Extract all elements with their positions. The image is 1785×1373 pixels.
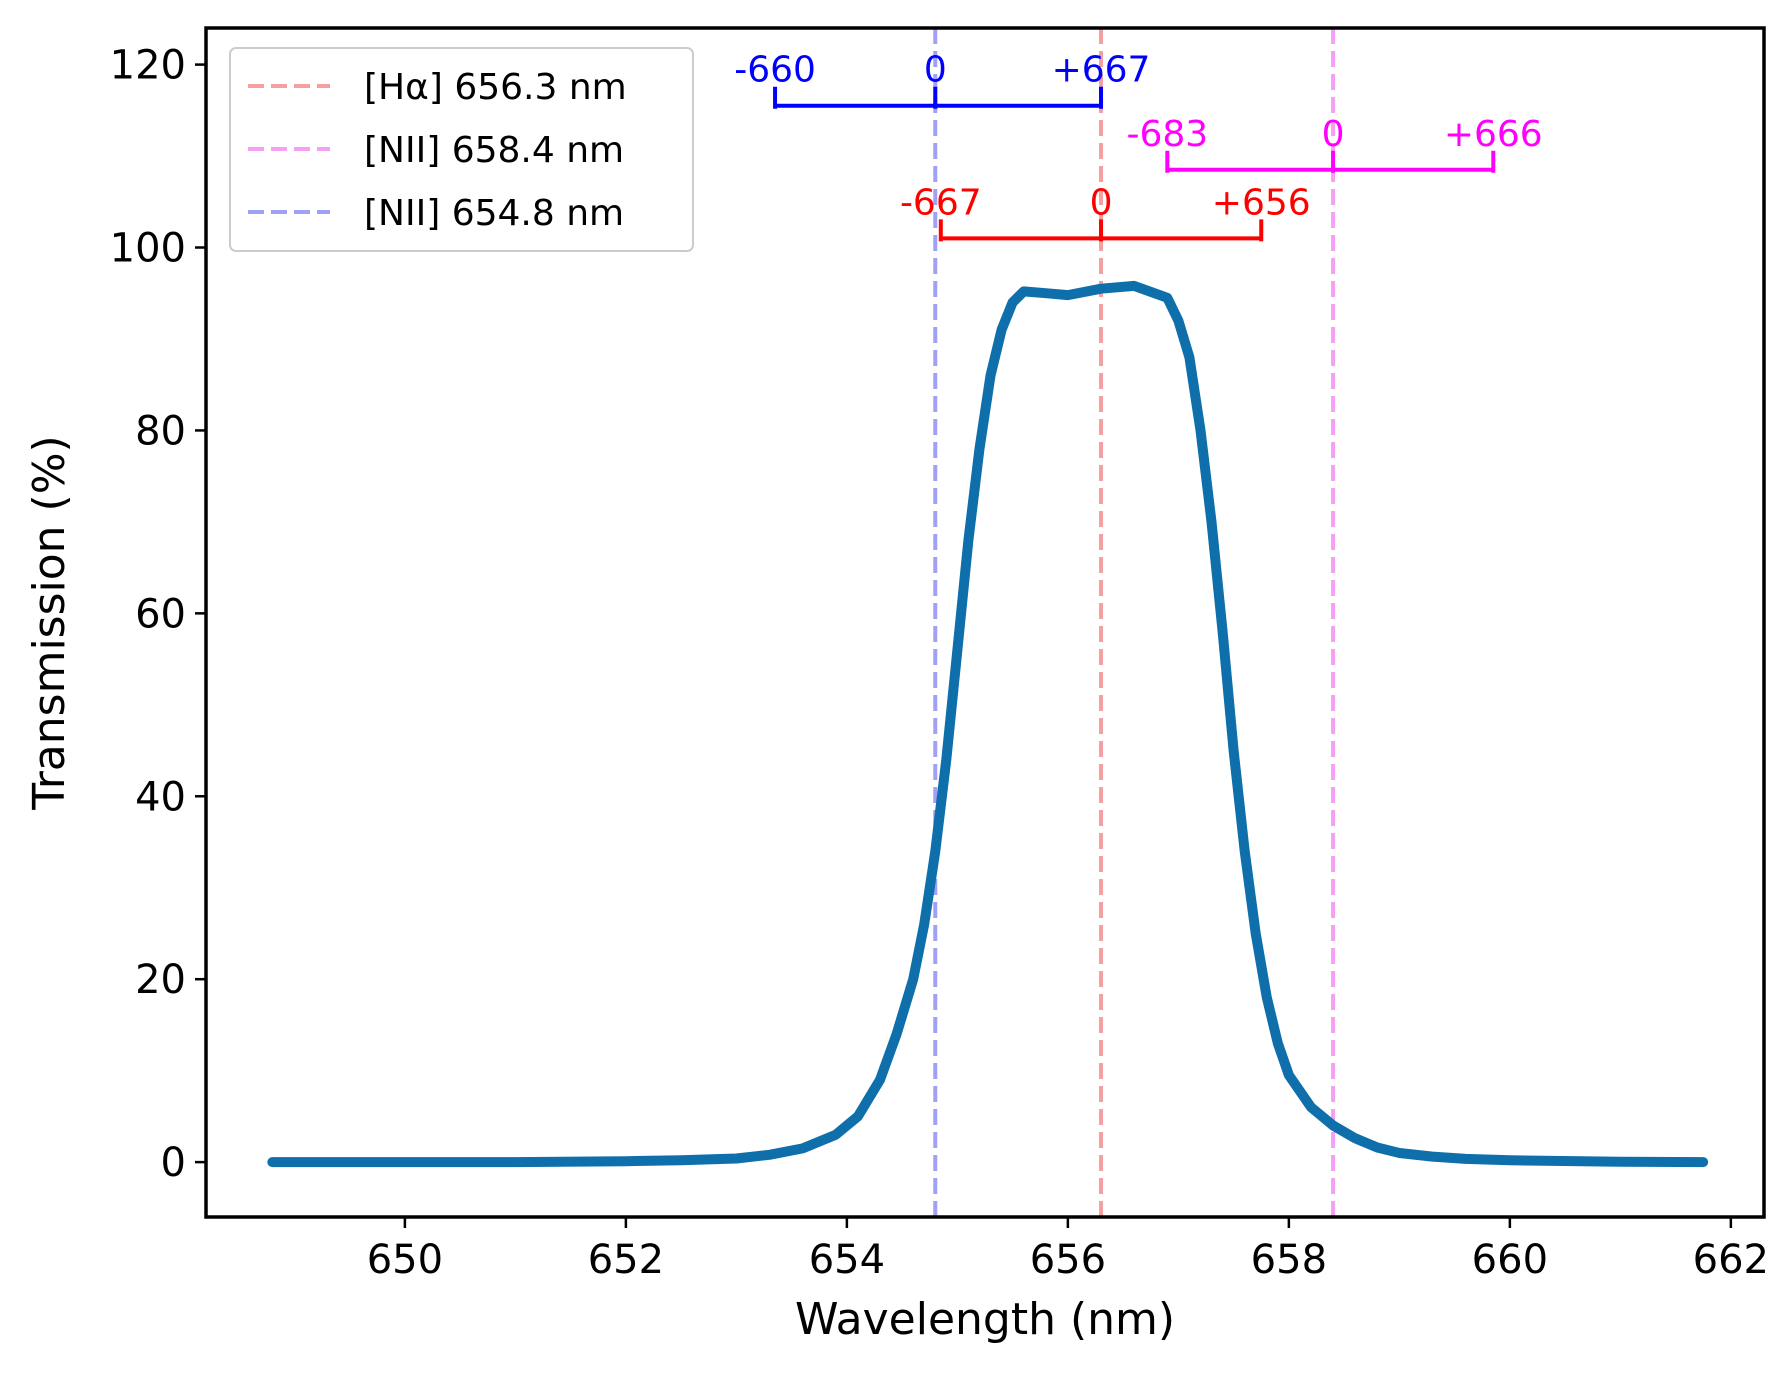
bracket-label: +666 xyxy=(1444,114,1543,155)
x-tick-label: 662 xyxy=(1693,1237,1769,1283)
velocity-brackets: -660 0 +667 -683 0 +666 -667 0 +656 xyxy=(734,50,1543,242)
x-axis-title: Wavelength (nm) xyxy=(795,1294,1175,1345)
y-tick-label: 120 xyxy=(110,43,186,89)
bracket-label: -683 xyxy=(1126,114,1208,155)
bracket-label: -660 xyxy=(734,50,816,91)
bracket-label: 0 xyxy=(1322,114,1345,155)
legend-label: [Hα] 656.3 nm xyxy=(364,67,627,108)
legend-label: [NII] 654.8 nm xyxy=(364,193,624,234)
y-tick-label: 40 xyxy=(135,774,186,820)
plot-frame xyxy=(204,26,1766,1219)
x-tick-label: 660 xyxy=(1472,1237,1548,1283)
bracket-label: 0 xyxy=(1090,182,1113,223)
x-tick-label: 658 xyxy=(1251,1237,1327,1283)
legend: [Hα] 656.3 nm [NII] 658.4 nm [NII] 654.8 n… xyxy=(229,47,694,252)
x-axis: 650 652 654 656 658 660 662 xyxy=(367,1217,1769,1283)
bracket-label: -667 xyxy=(900,182,982,223)
bracket-label: +656 xyxy=(1212,182,1311,223)
x-tick-label: 652 xyxy=(588,1237,664,1283)
y-tick-label: 60 xyxy=(135,591,186,637)
bracket-label: 0 xyxy=(924,50,947,91)
y-tick-label: 20 xyxy=(135,957,186,1003)
x-tick-label: 654 xyxy=(809,1237,885,1283)
legend-box xyxy=(229,47,694,252)
x-tick-label: 656 xyxy=(1030,1237,1106,1283)
legend-label: [NII] 658.4 nm xyxy=(364,130,624,171)
y-tick-label: 80 xyxy=(135,408,186,454)
bracket-label: +667 xyxy=(1052,50,1151,91)
series-layer xyxy=(267,280,1709,1168)
y-axis: 0 20 40 60 80 100 120 xyxy=(110,43,206,1186)
x-tick-label: 650 xyxy=(367,1237,443,1283)
y-axis-title: Transmission (%) xyxy=(24,435,75,810)
y-tick-label: 0 xyxy=(161,1140,186,1186)
transmission-series-line xyxy=(267,280,1709,1168)
y-tick-label: 100 xyxy=(110,226,186,272)
